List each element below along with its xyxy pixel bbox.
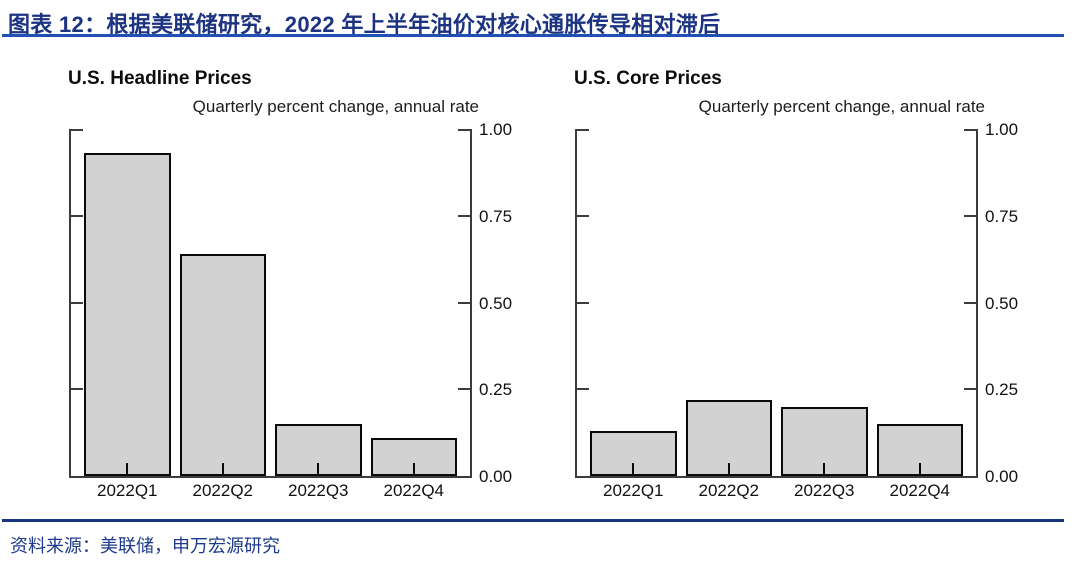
y-axis-label: 0.25: [985, 380, 1019, 399]
x-axis-tick: [632, 463, 635, 476]
y-axis-label: 1.00: [985, 120, 1019, 139]
header-divider-line: [2, 34, 1064, 37]
y-axis-tick: [577, 129, 589, 131]
y-axis-tick: [458, 302, 470, 304]
y-axis-tick: [964, 129, 976, 131]
y-axis-tick: [458, 388, 470, 390]
chart-title: U.S. Core Prices: [574, 68, 722, 89]
x-axis-tick: [412, 463, 415, 476]
y-axis-label: 0.25: [479, 380, 513, 399]
y-axis-tick: [964, 215, 976, 217]
y-axis-label: 0.00: [985, 467, 1019, 486]
x-axis-tick: [823, 463, 826, 476]
y-axis-tick: [458, 129, 470, 131]
bar-2022Q3: [275, 424, 362, 476]
y-axis-tick: [964, 302, 976, 304]
y-axis-label: 0.75: [985, 207, 1019, 226]
x-axis-label: 2022Q3: [288, 481, 349, 500]
y-axis-label: 0.00: [479, 467, 513, 486]
x-axis-label: 2022Q4: [889, 481, 951, 500]
x-axis-label: 2022Q2: [698, 481, 760, 500]
chart-subtitle: Quarterly percent change, annual rate: [698, 97, 985, 116]
plot-area: [575, 129, 978, 478]
y-axis-label: 1.00: [479, 120, 513, 139]
chart-core-prices: U.S. Core Prices Quarterly percent chang…: [561, 60, 1080, 520]
y-axis-label: 0.50: [985, 294, 1019, 313]
x-axis-label: 2022Q1: [603, 481, 664, 500]
footer-divider-line: [2, 519, 1064, 522]
y-axis-tick: [964, 388, 976, 390]
source-note: 资料来源：美联储，申万宏源研究: [10, 536, 280, 556]
y-axis-tick: [577, 302, 589, 304]
y-axis-tick: [458, 215, 470, 217]
x-axis-label: 2022Q3: [794, 481, 855, 500]
y-axis-tick: [71, 215, 83, 217]
x-axis-label: 2022Q1: [97, 481, 158, 500]
figure-title: 图表 12：根据美联储研究，2022 年上半年油价对核心通胀传导相对滞后: [8, 12, 721, 37]
y-axis-tick: [577, 388, 589, 390]
bar-2022Q2: [179, 254, 266, 476]
chart-subtitle: Quarterly percent change, annual rate: [192, 97, 479, 116]
x-axis-label: 2022Q2: [192, 481, 254, 500]
x-axis-tick: [918, 463, 921, 476]
x-axis-label: 2022Q4: [383, 481, 445, 500]
x-axis-tick: [727, 463, 730, 476]
x-axis-tick: [126, 463, 129, 476]
bar-2022Q1: [84, 153, 171, 476]
y-axis-tick: [71, 129, 83, 131]
x-axis-tick: [317, 463, 320, 476]
x-axis-tick: [221, 463, 224, 476]
y-axis-label: 0.75: [479, 207, 513, 226]
y-axis-tick: [71, 302, 83, 304]
chart-title: U.S. Headline Prices: [68, 68, 252, 89]
plot-area: [69, 129, 472, 478]
y-axis-tick: [577, 215, 589, 217]
y-axis-tick: [71, 388, 83, 390]
chart-headline-prices: U.S. Headline Prices Quarterly percent c…: [55, 60, 595, 520]
y-axis-label: 0.50: [479, 294, 513, 313]
